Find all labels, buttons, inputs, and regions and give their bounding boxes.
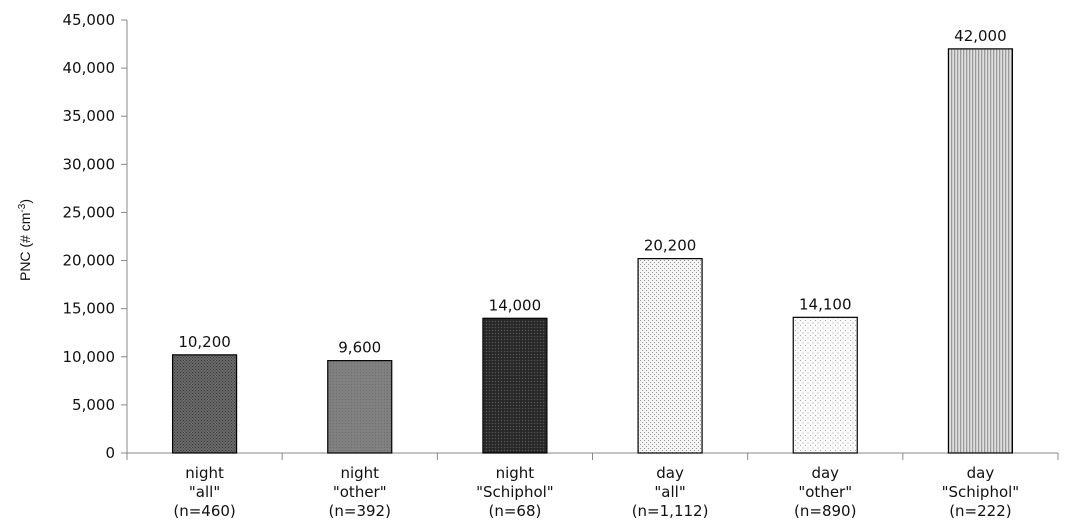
x-category-label: night "all" (n=460) [173,464,235,520]
x-category-label-line: day [967,464,995,482]
x-category-label-line: "other" [333,483,387,501]
y-tick-label: 5,000 [72,396,115,414]
y-tick-label: 30,000 [63,155,116,173]
x-category-label-line: (n=222) [949,502,1011,520]
bar [637,258,703,454]
bar-value-label: 10,200 [178,333,231,351]
bar [327,360,393,454]
bar-value-label: 42,000 [954,27,1007,45]
y-tick-label: 25,000 [63,203,116,221]
y-tick-label: 35,000 [63,107,116,125]
x-category-label-line: "all" [654,483,685,501]
x-category-label-line: (n=68) [488,502,541,520]
x-category-label-line: (n=392) [329,502,391,520]
x-category-label-line: night [185,464,224,482]
x-category-label-line: day [811,464,839,482]
x-category-label-line: "Schiphol" [476,483,554,501]
x-category-label: night "other" (n=392) [329,464,391,520]
x-category-label-line: day [656,464,684,482]
bar [792,316,858,454]
bar [171,354,238,454]
bar-value-label: 9,600 [338,339,381,357]
bars [171,48,1014,454]
data-labels: 10,200 9,600 14,000 20,200 14,100 42,000 [178,27,1006,357]
x-category-label-line: "all" [189,483,220,501]
bar [482,317,548,454]
y-tick-label: 10,000 [63,348,116,366]
x-category-label-line: "Schiphol" [942,483,1020,501]
x-category-label-line: (n=1,112) [632,502,709,520]
y-tick-label: 15,000 [63,300,116,318]
bar-value-label: 14,000 [489,296,542,314]
y-tick-label: 45,000 [63,11,116,29]
bar [947,48,1014,454]
bar-value-label: 20,200 [644,237,697,255]
x-category-label-line: (n=890) [794,502,856,520]
x-category-label-line: night [340,464,379,482]
y-tick-label: 40,000 [63,59,116,77]
y-tick-label: 0 [105,444,115,462]
x-category-label-line: night [496,464,535,482]
y-tick-label: 20,000 [63,252,116,270]
x-category-label: night "Schiphol" (n=68) [476,464,554,520]
y-axis-label: PNC (# cm-3) [17,199,33,281]
y-axis: 0 5,000 10,000 15,000 20,000 25,000 30,000 35,0… [63,11,128,462]
x-category-label-line: (n=460) [173,502,235,520]
bar-value-label: 14,100 [799,295,852,313]
x-category-label-line: "other" [798,483,852,501]
x-axis: night "all" (n=460)night "other" (n=392)nigh… [126,452,1059,520]
x-category-label: day "other" (n=890) [794,464,856,520]
x-category-label: day "Schiphol" (n=222) [942,464,1020,520]
x-category-label: day "all" (n=1,112) [632,464,709,520]
